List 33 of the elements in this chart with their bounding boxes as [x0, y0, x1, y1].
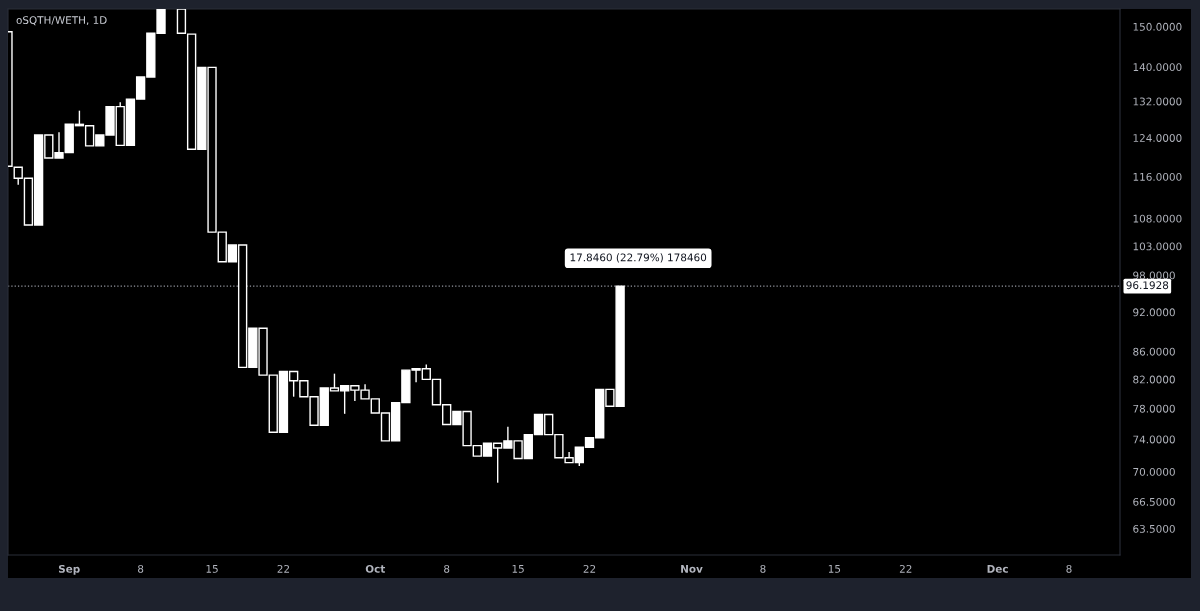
y-tick-label: 78.0000: [1133, 404, 1175, 413]
y-tick-label: 70.0000: [1133, 467, 1175, 476]
y-tick-label: 86.0000: [1133, 347, 1175, 356]
y-tick-label: 66.5000: [1133, 497, 1175, 506]
y-tick-label: 82.0000: [1133, 375, 1175, 384]
y-tick-label: 92.0000: [1133, 308, 1175, 317]
y-tick-label: 103.0000: [1133, 242, 1182, 251]
y-tick-label: 132.0000: [1133, 97, 1182, 106]
x-tick-label: 8: [760, 564, 766, 573]
x-tick-label: 8: [138, 564, 144, 573]
text: oSQTH/WETH, 1D: [16, 16, 107, 26]
y-tick-label: 150.0000: [1133, 22, 1182, 31]
y-tick-label: 124.0000: [1133, 134, 1182, 142]
y-tick-label: 74.0000: [1133, 435, 1175, 444]
x-tick-label: 15: [828, 565, 841, 573]
x-tick-label: Dec: [987, 565, 1008, 573]
y-tick-label: 116.0000: [1133, 172, 1182, 181]
x-tick-label: Oct: [365, 564, 386, 573]
x-tick-label: 22: [899, 564, 912, 573]
y-tick-label: 140.0000: [1133, 63, 1182, 72]
x-tick-label: 8: [1066, 564, 1072, 573]
x-tick-label: 22: [583, 564, 596, 573]
ref-line-label: 96.1928: [1126, 281, 1169, 290]
y-tick-label: 108.0000: [1133, 214, 1182, 223]
annotation: 17.8460 (22.79%) 178460: [570, 253, 707, 263]
y-tick-label: 63.5000: [1133, 524, 1175, 533]
x-tick-label: 22: [277, 564, 290, 573]
x-tick-label: 8: [444, 564, 450, 573]
y-tick-label: 98.0000: [1133, 271, 1175, 280]
x-tick-label: 15: [206, 565, 218, 573]
x-tick-label: Sep: [58, 564, 80, 575]
x-tick-label: 15: [512, 565, 524, 573]
x-tick-label: Nov: [681, 565, 703, 573]
